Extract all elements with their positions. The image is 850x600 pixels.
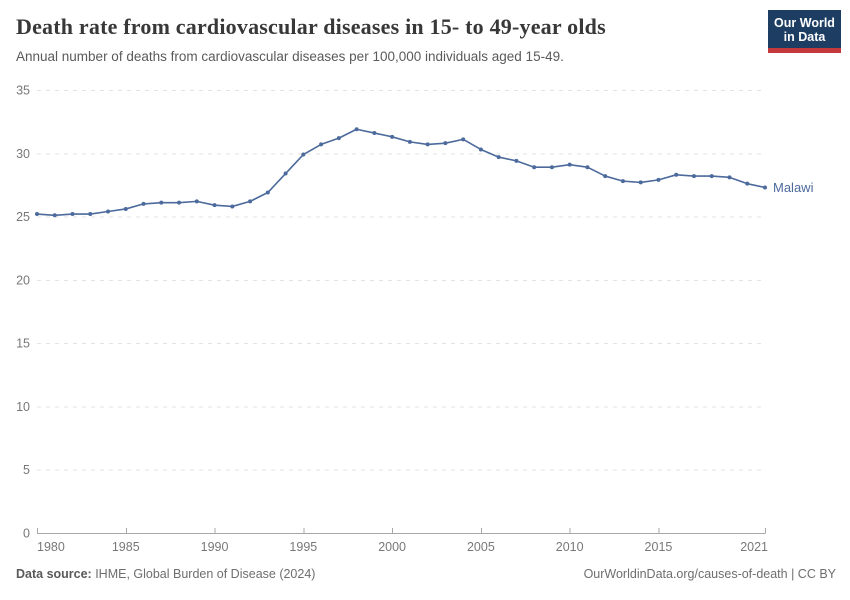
data-point[interactable] [691, 174, 696, 179]
data-point[interactable] [709, 174, 714, 179]
y-axis-label: 5 [23, 463, 30, 477]
x-axis-label: 1995 [289, 540, 317, 554]
data-point[interactable] [159, 200, 164, 205]
data-source-text: IHME, Global Burden of Disease (2024) [91, 567, 316, 581]
data-point[interactable] [674, 172, 679, 177]
y-axis-label: 30 [16, 147, 30, 161]
data-point[interactable] [319, 142, 324, 147]
data-point[interactable] [230, 204, 235, 209]
data-point[interactable] [390, 134, 395, 139]
x-axis-label: 2010 [556, 540, 584, 554]
data-point[interactable] [727, 175, 732, 180]
data-point[interactable] [585, 165, 590, 170]
data-point[interactable] [336, 136, 341, 141]
data-point[interactable] [745, 181, 750, 186]
data-point[interactable] [265, 190, 270, 195]
data-point[interactable] [194, 199, 199, 204]
data-point[interactable] [656, 177, 661, 182]
attribution-link[interactable]: OurWorldinData.org/causes-of-death | CC … [583, 567, 836, 581]
series-label-malawi[interactable]: Malawi [773, 180, 814, 195]
x-axis-label: 2000 [378, 540, 406, 554]
data-point[interactable] [35, 212, 39, 217]
data-point[interactable] [461, 137, 466, 142]
x-axis-label: 2015 [645, 540, 673, 554]
data-point[interactable] [141, 201, 146, 206]
x-axis-label: 2021 [740, 540, 768, 554]
data-point[interactable] [763, 185, 767, 190]
data-point[interactable] [283, 171, 288, 176]
data-point[interactable] [88, 212, 93, 217]
y-axis-label: 20 [16, 273, 30, 287]
data-point[interactable] [478, 147, 483, 152]
y-axis-label: 25 [16, 210, 30, 224]
x-axis-label: 1990 [201, 540, 229, 554]
chart-title: Death rate from cardiovascular diseases … [16, 14, 606, 39]
data-point[interactable] [549, 165, 554, 170]
data-point[interactable] [123, 206, 128, 211]
data-point[interactable] [603, 174, 608, 179]
data-point[interactable] [354, 127, 359, 132]
data-point[interactable] [372, 131, 377, 136]
chart-footer: Data source: IHME, Global Burden of Dise… [16, 567, 836, 581]
data-point[interactable] [514, 158, 519, 163]
data-point[interactable] [106, 209, 111, 214]
data-point[interactable] [567, 162, 572, 167]
data-point[interactable] [443, 141, 448, 146]
data-point[interactable] [620, 179, 625, 184]
data-point[interactable] [70, 212, 75, 217]
data-point[interactable] [407, 139, 412, 144]
owid-logo-line2: in Data [783, 30, 826, 44]
series-line-malawi[interactable] [36, 128, 766, 217]
y-axis-label: 15 [16, 337, 30, 351]
x-axis-label: 1980 [37, 540, 65, 554]
data-point[interactable] [52, 213, 57, 218]
data-point[interactable] [425, 142, 430, 147]
data-point[interactable] [638, 180, 643, 185]
data-point[interactable] [532, 165, 537, 170]
owid-logo[interactable]: Our World in Data [768, 10, 841, 53]
data-point[interactable] [212, 203, 217, 208]
y-axis-label: 35 [16, 84, 30, 98]
chart-subtitle: Annual number of deaths from cardiovascu… [16, 49, 564, 64]
x-axis-label: 1985 [112, 540, 140, 554]
data-point[interactable] [496, 155, 501, 160]
y-axis-label: 10 [16, 400, 30, 414]
data-source-label: Data source: [16, 567, 92, 581]
data-point[interactable] [248, 199, 253, 204]
x-axis-label: 2005 [467, 540, 495, 554]
y-axis-label: 0 [23, 527, 30, 541]
owid-logo-line1: Our World [774, 16, 835, 30]
data-source-note: Data source: IHME, Global Burden of Dise… [16, 567, 315, 581]
data-point[interactable] [301, 152, 306, 157]
data-point[interactable] [177, 200, 182, 205]
